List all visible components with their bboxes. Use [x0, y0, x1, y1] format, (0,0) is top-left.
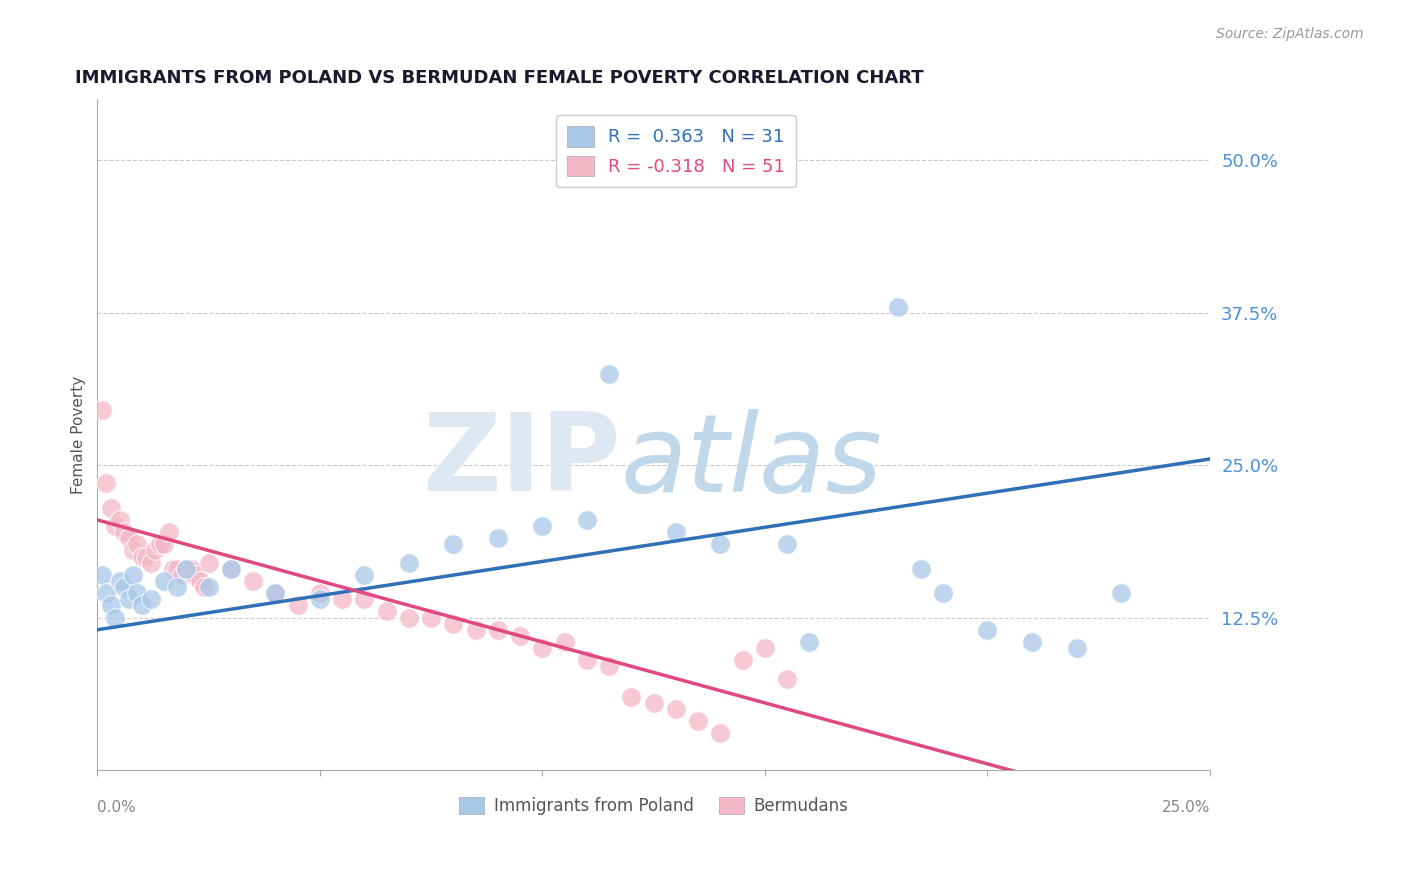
Point — [166, 580, 188, 594]
Point — [131, 549, 153, 564]
Point — [1066, 640, 1088, 655]
Point — [464, 623, 486, 637]
Point — [104, 519, 127, 533]
Point — [90, 403, 112, 417]
Point — [1109, 586, 1132, 600]
Text: Source: ZipAtlas.com: Source: ZipAtlas.com — [1216, 27, 1364, 41]
Point — [135, 549, 157, 564]
Point — [100, 599, 122, 613]
Point — [153, 537, 176, 551]
Point — [180, 562, 202, 576]
Point — [131, 599, 153, 613]
Point — [149, 537, 172, 551]
Point — [910, 562, 932, 576]
Point — [665, 525, 688, 540]
Point — [96, 476, 118, 491]
Point — [620, 690, 643, 704]
Legend: Immigrants from Poland, Bermudans: Immigrants from Poland, Bermudans — [453, 790, 855, 822]
Point — [1021, 635, 1043, 649]
Point — [127, 586, 149, 600]
Point — [932, 586, 955, 600]
Point — [709, 726, 731, 740]
Point — [575, 513, 598, 527]
Point — [688, 714, 710, 729]
Point — [90, 567, 112, 582]
Point — [193, 580, 215, 594]
Point — [197, 556, 219, 570]
Text: IMMIGRANTS FROM POLAND VS BERMUDAN FEMALE POVERTY CORRELATION CHART: IMMIGRANTS FROM POLAND VS BERMUDAN FEMAL… — [75, 69, 924, 87]
Point — [398, 556, 420, 570]
Point — [117, 592, 139, 607]
Point — [112, 580, 135, 594]
Point — [398, 610, 420, 624]
Point — [219, 562, 242, 576]
Point — [170, 567, 193, 582]
Point — [309, 586, 332, 600]
Point — [309, 592, 332, 607]
Point — [96, 586, 118, 600]
Point — [375, 604, 398, 618]
Point — [100, 500, 122, 515]
Point — [157, 525, 180, 540]
Point — [887, 300, 910, 314]
Point — [420, 610, 443, 624]
Point — [353, 592, 375, 607]
Point — [108, 513, 131, 527]
Point — [776, 537, 799, 551]
Point — [184, 567, 207, 582]
Point — [139, 556, 162, 570]
Point — [554, 635, 576, 649]
Point — [976, 623, 998, 637]
Point — [330, 592, 353, 607]
Point — [219, 562, 242, 576]
Point — [176, 562, 198, 576]
Point — [104, 610, 127, 624]
Point — [441, 616, 464, 631]
Point — [575, 653, 598, 667]
Point — [242, 574, 264, 588]
Point — [353, 567, 375, 582]
Point — [665, 702, 688, 716]
Text: 0.0%: 0.0% — [97, 800, 136, 815]
Point — [197, 580, 219, 594]
Point — [117, 531, 139, 545]
Point — [486, 531, 509, 545]
Point — [108, 574, 131, 588]
Point — [112, 525, 135, 540]
Point — [127, 537, 149, 551]
Point — [176, 562, 198, 576]
Point — [531, 519, 554, 533]
Point — [754, 640, 776, 655]
Point — [287, 599, 309, 613]
Point — [122, 567, 145, 582]
Text: 25.0%: 25.0% — [1161, 800, 1211, 815]
Point — [264, 586, 287, 600]
Point — [122, 543, 145, 558]
Point — [709, 537, 731, 551]
Point — [643, 696, 665, 710]
Point — [776, 672, 799, 686]
Point — [139, 592, 162, 607]
Point — [799, 635, 821, 649]
Point — [188, 574, 211, 588]
Point — [162, 562, 184, 576]
Point — [486, 623, 509, 637]
Text: ZIP: ZIP — [422, 409, 620, 515]
Y-axis label: Female Poverty: Female Poverty — [72, 376, 86, 493]
Point — [598, 659, 620, 673]
Point — [598, 367, 620, 381]
Point — [441, 537, 464, 551]
Point — [731, 165, 754, 179]
Point — [509, 629, 531, 643]
Point — [143, 543, 166, 558]
Text: atlas: atlas — [620, 409, 882, 514]
Point — [531, 640, 554, 655]
Point — [731, 653, 754, 667]
Point — [166, 562, 188, 576]
Point — [264, 586, 287, 600]
Point — [153, 574, 176, 588]
